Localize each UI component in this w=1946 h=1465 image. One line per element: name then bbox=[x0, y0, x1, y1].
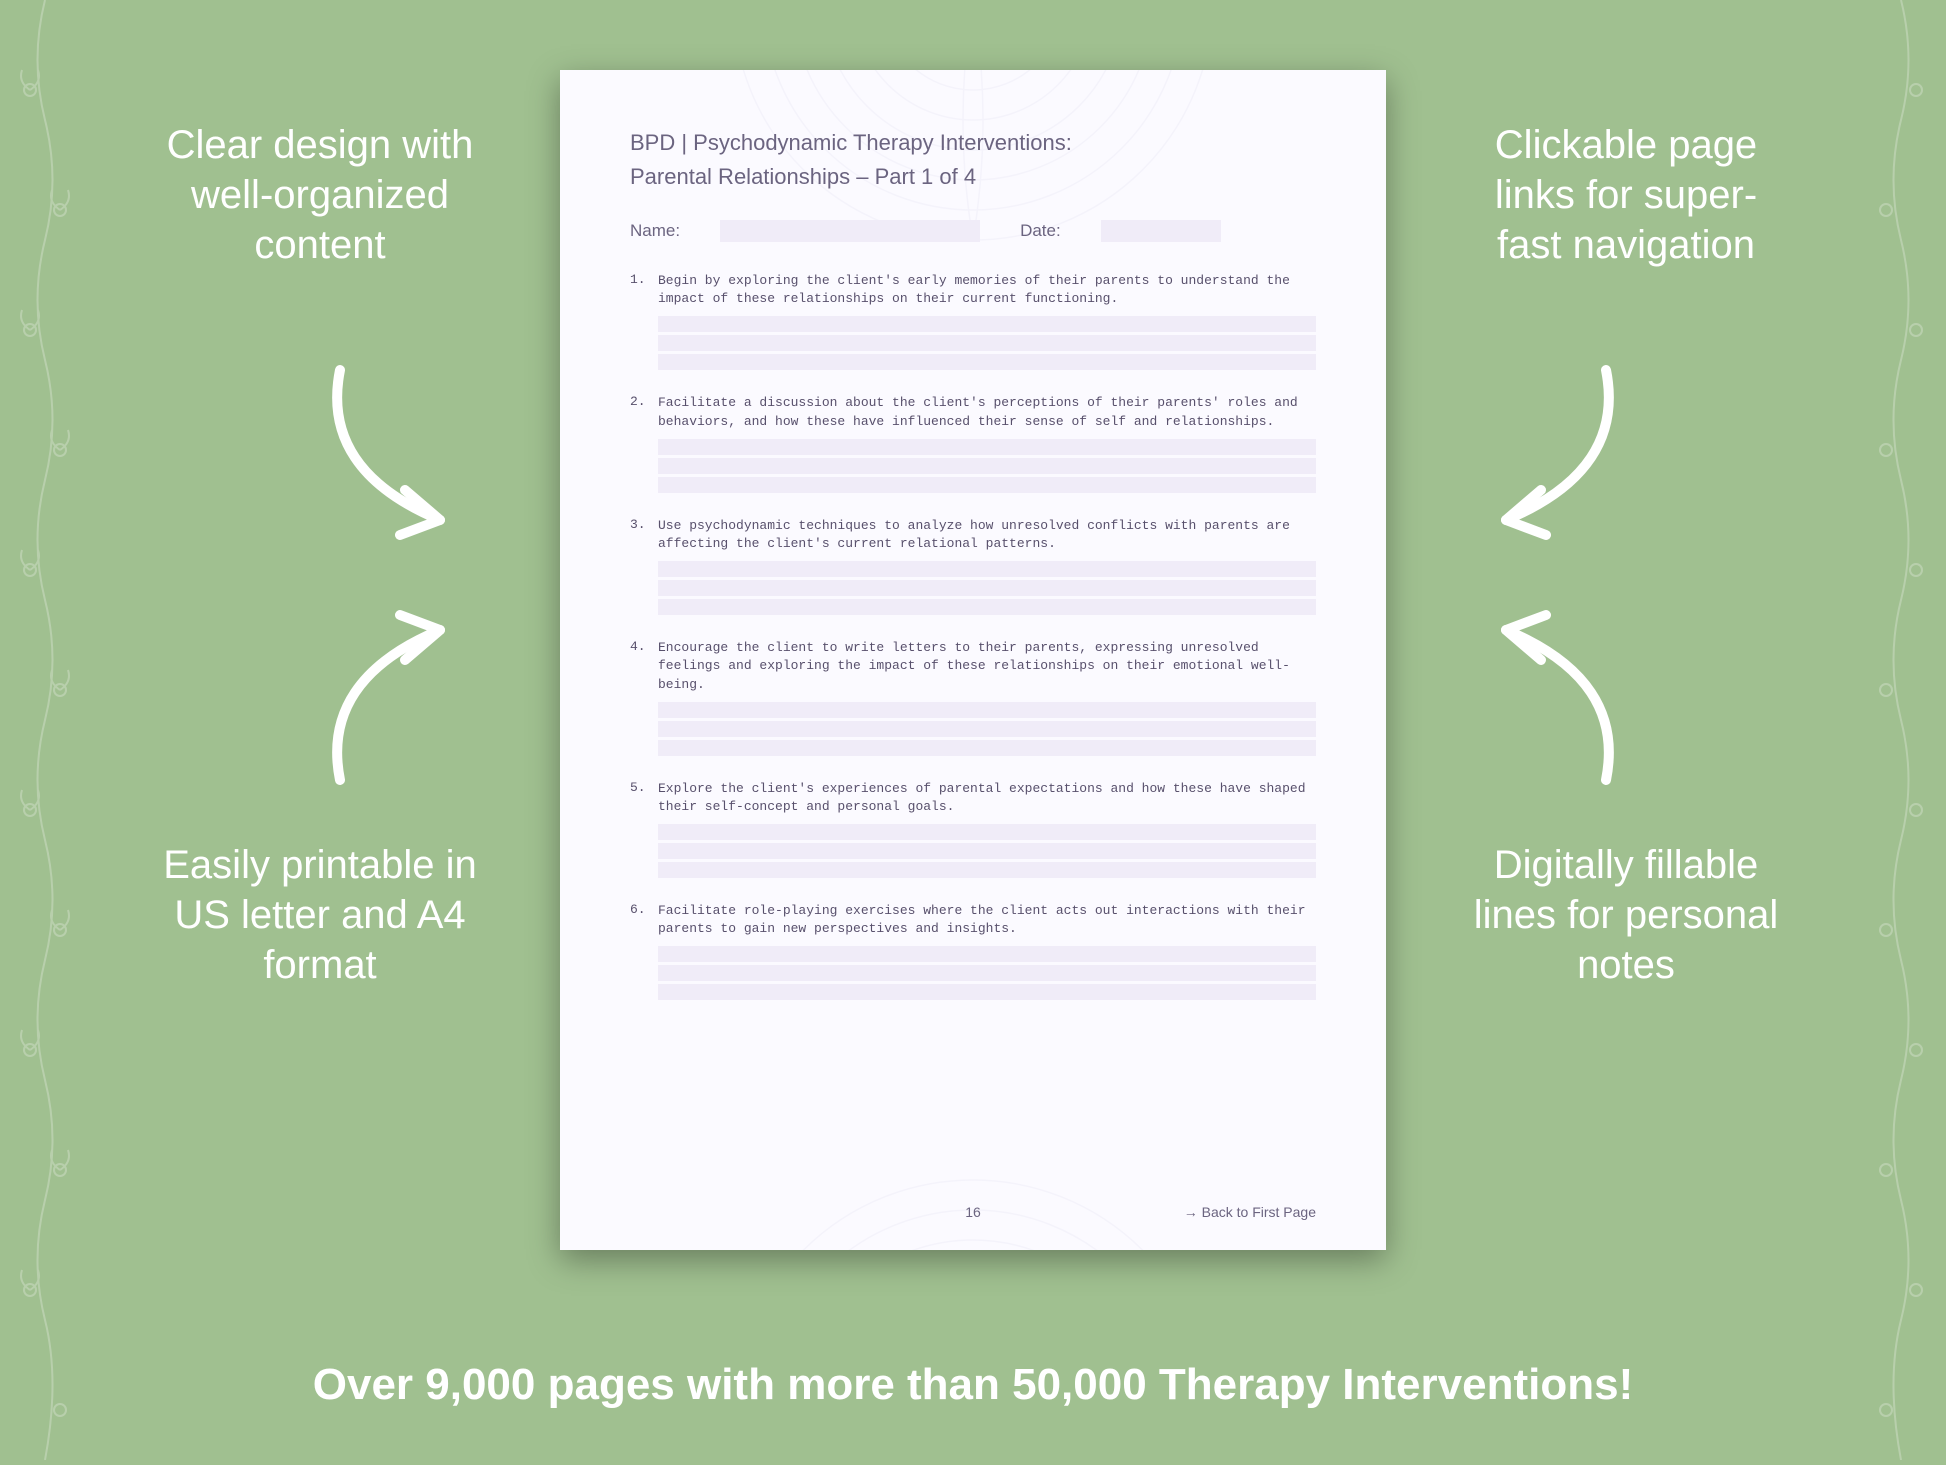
page-number: 16 bbox=[965, 1204, 981, 1220]
fill-lines[interactable] bbox=[658, 946, 1316, 1000]
item-text: Encourage the client to write letters to… bbox=[658, 639, 1316, 694]
arrow-top-right-icon bbox=[1466, 350, 1646, 550]
item-text: Use psychodynamic techniques to analyze … bbox=[658, 517, 1316, 553]
list-item: 5. Explore the client's experiences of p… bbox=[630, 780, 1316, 878]
date-field[interactable] bbox=[1101, 220, 1221, 242]
callout-top-left: Clear design with well-organized content bbox=[160, 120, 480, 270]
page-footer: 16 → Back to First Page bbox=[630, 1204, 1316, 1220]
item-number: 5. bbox=[630, 780, 646, 795]
fill-lines[interactable] bbox=[658, 316, 1316, 370]
list-item: 1. Begin by exploring the client's early… bbox=[630, 272, 1316, 370]
list-item: 2. Facilitate a discussion about the cli… bbox=[630, 394, 1316, 492]
list-item: 3. Use psychodynamic techniques to analy… bbox=[630, 517, 1316, 615]
callout-top-right: Clickable page links for super-fast navi… bbox=[1466, 120, 1786, 270]
item-number: 4. bbox=[630, 639, 646, 654]
item-number: 1. bbox=[630, 272, 646, 287]
item-text: Begin by exploring the client's early me… bbox=[658, 272, 1316, 308]
item-number: 2. bbox=[630, 394, 646, 409]
item-list: 1. Begin by exploring the client's early… bbox=[630, 272, 1316, 1000]
back-to-first-link[interactable]: → Back to First Page bbox=[1184, 1204, 1316, 1220]
item-number: 3. bbox=[630, 517, 646, 532]
name-date-row: Name: Date: bbox=[630, 220, 1316, 242]
fill-lines[interactable] bbox=[658, 561, 1316, 615]
list-item: 6. Facilitate role-playing exercises whe… bbox=[630, 902, 1316, 1000]
document-subtitle: Parental Relationships – Part 1 of 4 bbox=[630, 164, 1316, 190]
document-title: BPD | Psychodynamic Therapy Intervention… bbox=[630, 130, 1316, 156]
callout-bottom-left: Easily printable in US letter and A4 for… bbox=[160, 840, 480, 990]
floral-border-right bbox=[1856, 0, 1946, 1460]
bottom-banner: Over 9,000 pages with more than 50,000 T… bbox=[0, 1360, 1946, 1410]
date-label: Date: bbox=[1020, 221, 1061, 241]
item-number: 6. bbox=[630, 902, 646, 917]
item-text: Explore the client's experiences of pare… bbox=[658, 780, 1316, 816]
arrow-bottom-right-icon bbox=[1466, 600, 1646, 800]
fill-lines[interactable] bbox=[658, 702, 1316, 756]
fill-lines[interactable] bbox=[658, 824, 1316, 878]
arrow-top-left-icon bbox=[300, 350, 480, 550]
arrow-bottom-left-icon bbox=[300, 600, 480, 800]
fill-lines[interactable] bbox=[658, 439, 1316, 493]
callout-bottom-right: Digitally fillable lines for personal no… bbox=[1466, 840, 1786, 990]
item-text: Facilitate a discussion about the client… bbox=[658, 394, 1316, 430]
item-text: Facilitate role-playing exercises where … bbox=[658, 902, 1316, 938]
name-label: Name: bbox=[630, 221, 680, 241]
floral-border-left bbox=[0, 0, 90, 1460]
name-field[interactable] bbox=[720, 220, 980, 242]
list-item: 4. Encourage the client to write letters… bbox=[630, 639, 1316, 756]
document-page: BPD | Psychodynamic Therapy Intervention… bbox=[560, 70, 1386, 1250]
